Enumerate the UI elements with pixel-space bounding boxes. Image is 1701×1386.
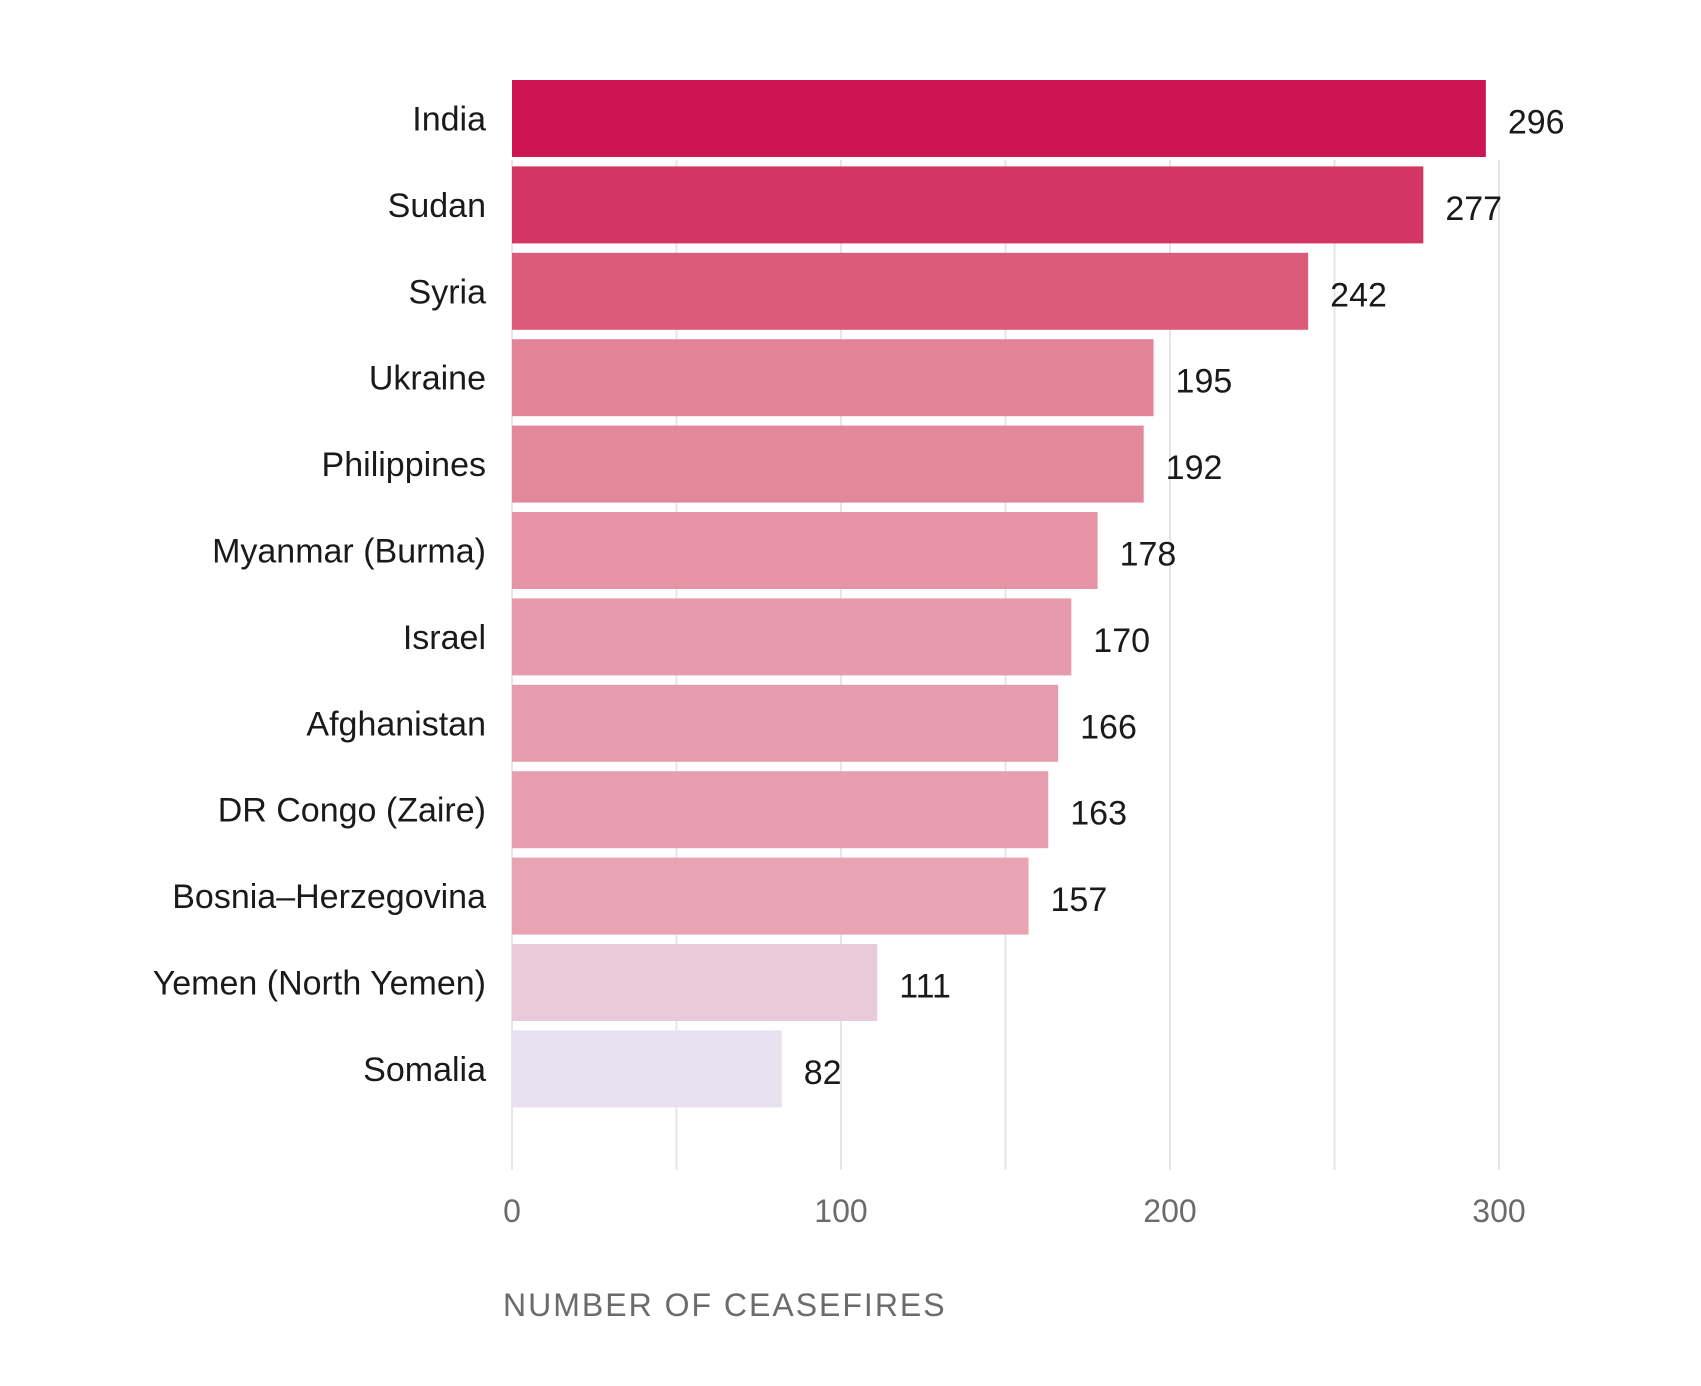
value-label: 195 <box>1176 363 1233 401</box>
x-tick-label: 200 <box>1143 1193 1196 1229</box>
value-label: 111 <box>899 968 951 1006</box>
value-label: 277 <box>1445 190 1502 228</box>
bar <box>512 80 1486 157</box>
category-label: DR Congo (Zaire) <box>218 792 486 830</box>
bar <box>512 339 1154 417</box>
x-axis-ticks: 0 100 200 300 <box>503 1193 1526 1229</box>
value-label: 178 <box>1120 536 1177 574</box>
category-label: Philippines <box>322 446 486 484</box>
labels: India 296 Sudan 277 Syria 242 Ukraine 195 Philip… <box>153 101 1565 1092</box>
bars <box>512 80 1486 1108</box>
value-label: 157 <box>1051 881 1108 919</box>
bar <box>512 771 1049 849</box>
bar <box>512 857 1029 935</box>
bar <box>512 684 1059 762</box>
bar <box>512 166 1424 244</box>
bar <box>512 1030 782 1108</box>
bar <box>512 598 1072 676</box>
x-tick-label: 100 <box>814 1193 867 1229</box>
value-label: 242 <box>1330 276 1387 314</box>
bar <box>512 512 1098 589</box>
x-axis-title: NUMBER OF CEASEFIRES <box>503 1287 947 1323</box>
bar <box>512 252 1309 330</box>
value-label: 170 <box>1093 622 1150 660</box>
x-tick-label: 300 <box>1472 1193 1525 1229</box>
category-label: Syria <box>409 273 487 311</box>
category-label: Afghanistan <box>306 705 486 743</box>
category-label: India <box>412 101 486 139</box>
category-label: Ukraine <box>369 360 486 398</box>
value-label: 163 <box>1070 795 1127 833</box>
value-label: 192 <box>1166 449 1223 487</box>
bar <box>512 944 878 1021</box>
value-label: 166 <box>1080 708 1137 746</box>
value-label: 296 <box>1508 104 1565 142</box>
category-label: Somalia <box>363 1051 486 1089</box>
x-tick-label: 0 <box>503 1193 521 1229</box>
category-label: Israel <box>403 619 486 657</box>
bar <box>512 425 1144 503</box>
category-label: Myanmar (Burma) <box>212 533 486 571</box>
category-label: Yemen (North Yemen) <box>153 965 486 1003</box>
value-label: 82 <box>804 1054 842 1092</box>
category-label: Bosnia–Herzegovina <box>172 878 486 916</box>
category-label: Sudan <box>388 187 486 225</box>
